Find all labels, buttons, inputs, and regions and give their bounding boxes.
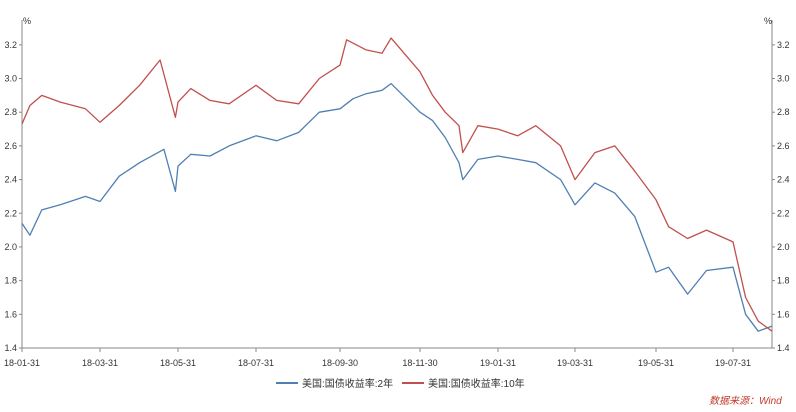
x-tick-label: 18-05-31 bbox=[160, 358, 196, 368]
y-tick-label-right: 3.0 bbox=[777, 74, 790, 84]
y-tick-label-right: 3.2 bbox=[777, 40, 790, 50]
series-line-series_10y bbox=[21, 37, 773, 332]
y-tick-label-right: 1.4 bbox=[777, 343, 790, 353]
y-tick-label-right: 2.4 bbox=[777, 175, 790, 185]
y-tick-label-right: 2.8 bbox=[777, 107, 790, 117]
x-tick-label: 18-07-31 bbox=[238, 358, 274, 368]
y-tick-label-right: 2.6 bbox=[777, 141, 790, 151]
y-tick-label-left: 2.4 bbox=[4, 175, 17, 185]
y-tick-label-right: 1.8 bbox=[777, 276, 790, 286]
y-tick-label-left: 2.6 bbox=[4, 141, 17, 151]
y-axis-unit-left: % bbox=[23, 16, 31, 26]
series-lines bbox=[21, 37, 773, 332]
y-tick-label-right: 2.2 bbox=[777, 208, 790, 218]
y-tick-label-left: 1.6 bbox=[4, 309, 17, 319]
legend-label-2y: 美国:国债收益率:2年 bbox=[302, 377, 393, 390]
y-axis-unit-right: % bbox=[764, 16, 772, 26]
y-tick-label-left: 2.0 bbox=[4, 242, 17, 252]
x-tick-label: 18-03-31 bbox=[82, 358, 118, 368]
x-tick-label: 18-09-30 bbox=[322, 358, 358, 368]
y-tick-label-left: 3.0 bbox=[4, 74, 17, 84]
x-tick-label: 18-11-30 bbox=[402, 358, 437, 368]
y-tick-label-right: 1.6 bbox=[777, 309, 790, 319]
x-tick-label: 19-07-31 bbox=[715, 358, 751, 368]
source-note: 数据来源：Wind bbox=[709, 395, 782, 407]
y-tick-label-left: 1.4 bbox=[4, 343, 17, 353]
x-tick-label: 18-01-31 bbox=[4, 358, 40, 368]
legend-label-10y: 美国:国债收益率:10年 bbox=[428, 377, 525, 390]
x-tick-label: 19-01-31 bbox=[480, 358, 516, 368]
legend: 美国:国债收益率:2年 美国:国债收益率:10年 bbox=[276, 377, 525, 390]
y-tick-label-left: 2.2 bbox=[4, 208, 17, 218]
axes: 1.4 1.4 1.6 1.6 1.8 1.8 2.0 2.0 2.2 2.2 2.4 2.4 2.6 2… bbox=[4, 20, 790, 368]
y-tick-label-left: 1.8 bbox=[4, 276, 17, 286]
y-tick-label-left: 2.8 bbox=[4, 107, 17, 117]
x-tick-label: 19-05-31 bbox=[638, 358, 674, 368]
series-line-series_2y bbox=[21, 82, 773, 332]
y-tick-label-left: 3.2 bbox=[4, 40, 17, 50]
x-tick-label: 19-03-31 bbox=[557, 358, 593, 368]
y-tick-label-right: 2.0 bbox=[777, 242, 790, 252]
